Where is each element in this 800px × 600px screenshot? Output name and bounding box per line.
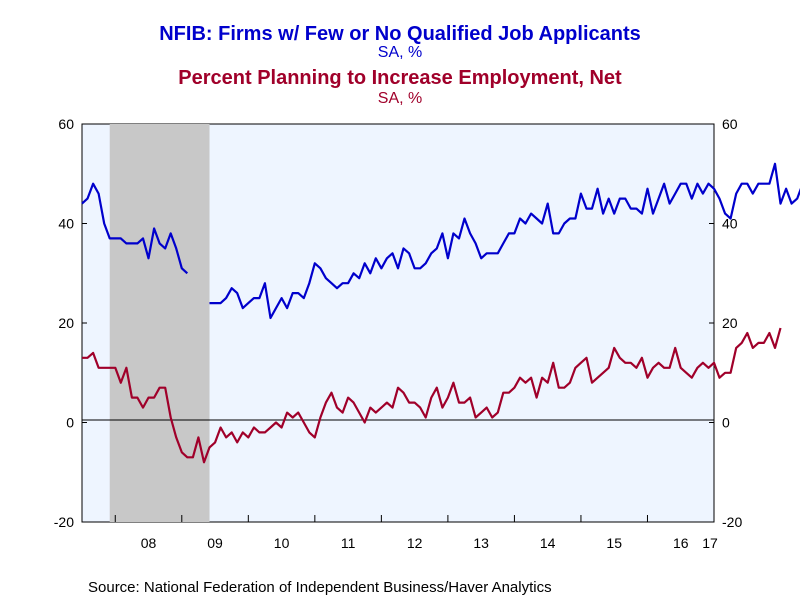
x-tick-label: 10	[274, 535, 290, 551]
x-tick-label: 13	[473, 535, 489, 551]
x-tick-label: 08	[141, 535, 157, 551]
y-right-tick-label: 40	[722, 216, 738, 232]
chart-title-subtitle: SA, %	[378, 44, 422, 61]
x-tick-label: 17	[702, 535, 718, 551]
y-axis-right: 60 40 20 0 -20	[709, 116, 742, 530]
y-right-tick-label: 20	[722, 315, 738, 331]
series-line-2	[82, 327, 782, 464]
x-axis: 08 09 10 11 12 13 14 15 16 17	[114, 515, 718, 551]
x-tick-label: 11	[341, 535, 356, 551]
x-tick-label: 15	[606, 535, 622, 551]
series-layer	[81, 162, 800, 464]
y-left-tick-label: 40	[58, 216, 74, 232]
x-tick-label: 09	[207, 535, 223, 551]
chart-title-2: Percent Planning to Increase Employment,…	[178, 67, 622, 89]
chart-title: NFIB: Firms w/ Few or No Qualified Job A…	[159, 23, 641, 45]
recession-shade	[109, 124, 210, 522]
series-line-1	[81, 182, 189, 275]
x-tick-label: 16	[673, 535, 689, 551]
y-left-tick-label: 0	[66, 415, 74, 431]
y-left-tick-label: 60	[58, 116, 74, 132]
y-axis-left: 60 40 20 0 -20	[54, 116, 87, 530]
chart-title-2-subtitle: SA, %	[378, 90, 422, 107]
source-note: Source: National Federation of Independe…	[88, 579, 552, 596]
x-tick-label: 12	[407, 535, 423, 551]
y-right-tick-label: 0	[722, 415, 730, 431]
y-left-tick-label: 20	[58, 315, 74, 331]
series-line-1	[209, 162, 800, 320]
x-tick-label: 14	[540, 535, 556, 551]
y-right-tick-label: -20	[722, 514, 742, 530]
y-right-tick-label: 60	[722, 116, 738, 132]
y-left-tick-label: -20	[54, 514, 74, 530]
